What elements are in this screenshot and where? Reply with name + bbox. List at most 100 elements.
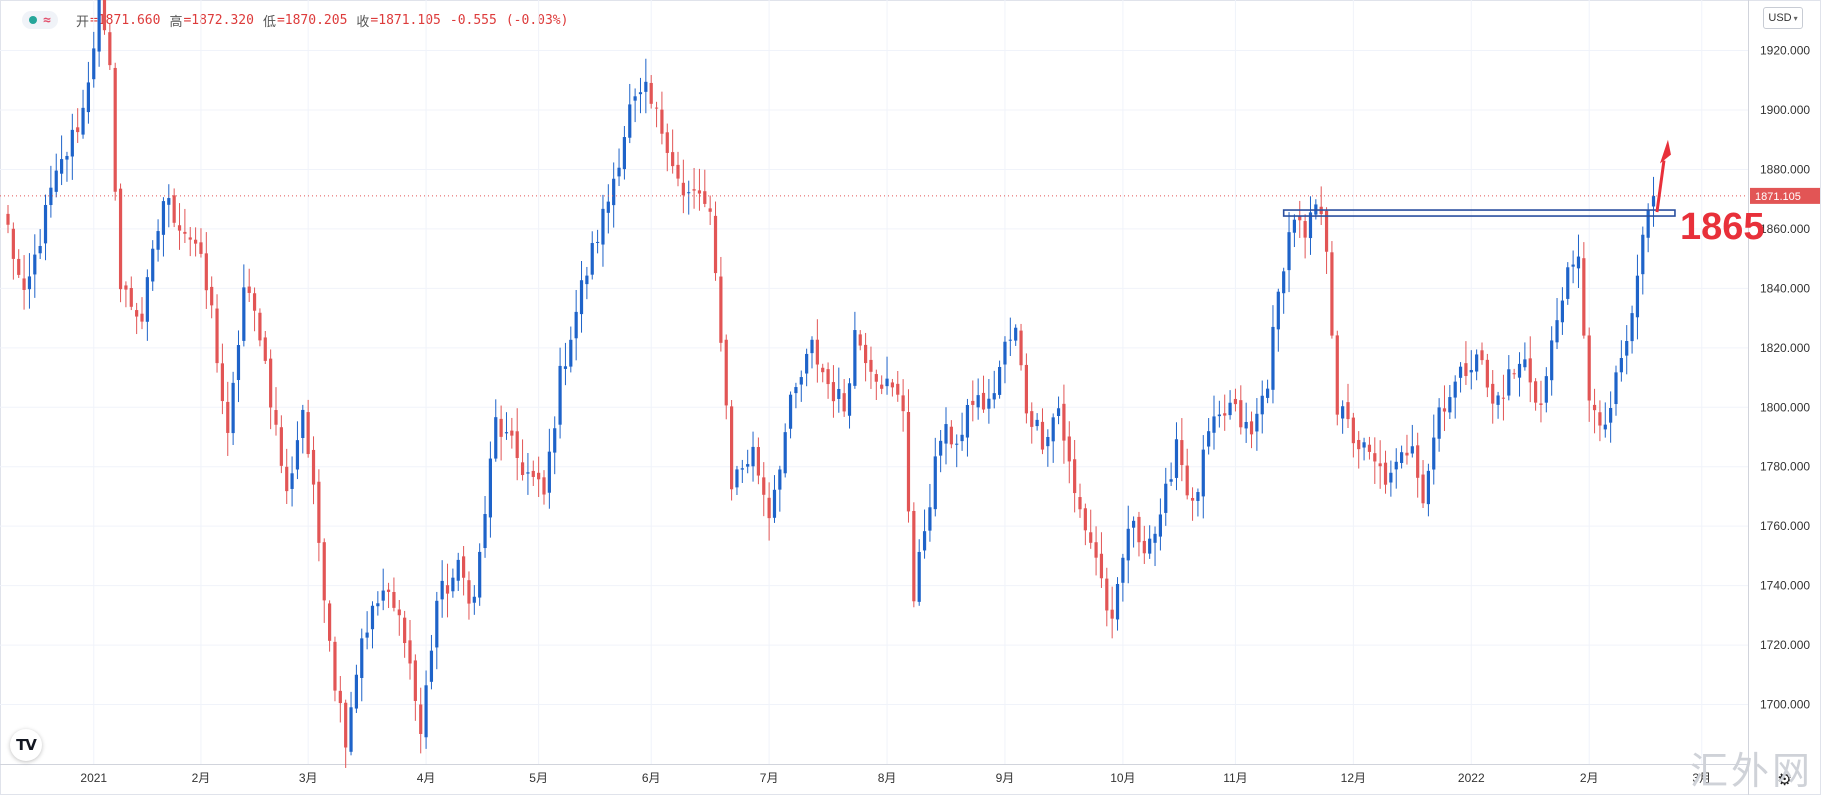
candle-body <box>462 556 466 578</box>
candle-body <box>408 640 412 664</box>
candle-body <box>285 466 289 492</box>
ohlc-legend: ≈ 开 =1871.660 高 =1872.320 低 =1870.205 收 =187… <box>22 9 568 31</box>
candle-body <box>269 358 273 408</box>
candle-body <box>772 489 777 518</box>
candle-body <box>354 674 358 709</box>
chevron-down-icon: ▾ <box>1793 13 1798 23</box>
tradingview-logo-icon[interactable]: TV <box>10 729 42 761</box>
candle-body <box>451 577 455 592</box>
y-tick-label: 1880.000 <box>1760 162 1810 176</box>
y-tick-label: 1800.000 <box>1760 400 1810 414</box>
candle-body <box>960 434 964 442</box>
candle-body <box>1651 195 1656 207</box>
open-label: 开 <box>76 14 90 30</box>
candle-body <box>478 551 482 598</box>
candle-body <box>805 353 809 374</box>
candle-body <box>1426 470 1430 505</box>
candle-body <box>435 600 439 648</box>
candle-body <box>826 369 830 385</box>
candle-body <box>1003 341 1007 365</box>
candle-body <box>880 384 884 389</box>
candle-body <box>601 208 605 245</box>
candle-body <box>1592 404 1597 411</box>
gear-icon[interactable]: ⚙ <box>1777 770 1793 790</box>
candle-body <box>161 201 166 235</box>
candle-body <box>17 258 21 275</box>
candle-body <box>992 393 996 400</box>
candle-body <box>1560 300 1564 323</box>
candle-body <box>344 702 348 748</box>
candle-body <box>949 426 953 445</box>
candle-body <box>1335 335 1339 415</box>
candle-body <box>27 276 32 290</box>
candle-body <box>1040 421 1045 450</box>
candle-body <box>1528 358 1532 383</box>
candle-body <box>429 650 434 682</box>
candle-body <box>392 591 396 608</box>
currency-select[interactable]: USD ▾ <box>1763 7 1803 29</box>
candle-body <box>1485 359 1489 388</box>
candle-body <box>365 632 369 638</box>
candle-body <box>1158 514 1162 537</box>
symbol-status-badge[interactable]: ≈ <box>22 11 58 29</box>
candle-body <box>360 638 364 678</box>
candle-body <box>301 409 305 439</box>
candle-body <box>526 472 530 474</box>
candle-body <box>751 446 755 467</box>
candle-body <box>1046 436 1050 447</box>
candle-body <box>54 170 58 192</box>
candle-body <box>574 311 578 339</box>
candle-body <box>955 443 959 445</box>
candle-body <box>1014 327 1018 341</box>
candle-body <box>874 374 878 382</box>
candle-body <box>504 432 509 434</box>
candle-body <box>419 704 423 734</box>
market-status-dot <box>29 16 38 24</box>
candle-body <box>858 334 862 346</box>
candle-body <box>1400 452 1404 463</box>
candle-body <box>740 468 744 470</box>
candle-body <box>1298 216 1302 221</box>
candle-body <box>488 458 492 518</box>
candle-body <box>279 427 283 466</box>
open-value: =1871.660 <box>90 12 161 28</box>
resistance-level-box[interactable] <box>1282 209 1676 217</box>
y-tick-label: 1780.000 <box>1760 460 1810 474</box>
candle-body <box>1030 411 1034 427</box>
arrow-head-icon <box>1659 139 1671 164</box>
candle-body <box>1603 424 1607 430</box>
y-tick-label: 1820.000 <box>1760 341 1810 355</box>
candle-body <box>1432 437 1436 470</box>
candle-body <box>906 412 911 512</box>
y-tick-label: 1920.000 <box>1760 44 1810 58</box>
candle-body <box>38 245 42 254</box>
candle-body <box>33 254 37 275</box>
candle-body <box>542 477 546 495</box>
candle-body <box>1174 439 1179 478</box>
candle-body <box>569 339 573 367</box>
x-tick-label: 11月 <box>1223 771 1247 785</box>
candle-body <box>97 0 101 52</box>
change-percent: (-0.03%) <box>505 12 569 28</box>
candle-body <box>928 507 932 531</box>
candle-body <box>622 137 626 170</box>
candle-body <box>1099 553 1104 579</box>
x-tick-label: 2021 <box>80 771 107 785</box>
x-tick-label: 3月 <box>299 771 318 785</box>
candle-body <box>692 189 696 191</box>
candle-body <box>520 462 525 476</box>
candle-body <box>606 201 610 213</box>
candle-body <box>1330 252 1334 336</box>
x-tick-label: 9月 <box>996 771 1015 785</box>
candle-body <box>1056 408 1061 417</box>
x-tick-label: 10月 <box>1110 771 1135 785</box>
candle-body <box>633 96 637 101</box>
candle-body <box>831 382 836 402</box>
candle-body <box>1244 421 1248 429</box>
candle-body <box>1271 326 1275 390</box>
candle-body <box>124 285 128 290</box>
candle-body <box>188 237 192 240</box>
last-price-tag <box>1750 187 1820 204</box>
candle-body <box>922 531 927 551</box>
